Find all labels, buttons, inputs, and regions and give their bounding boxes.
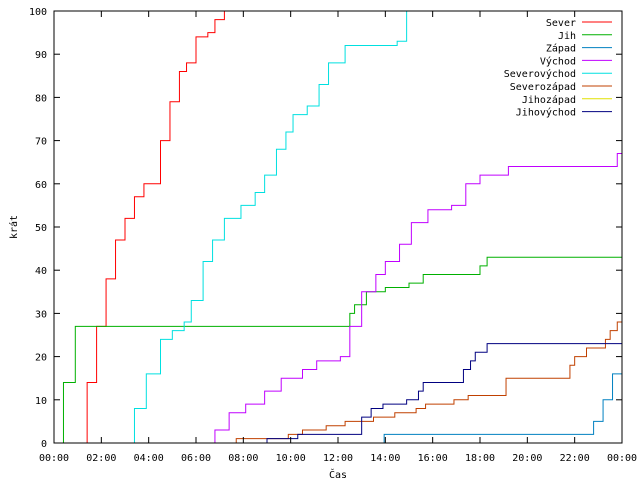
x-tick-label: 20:00: [512, 453, 542, 464]
y-axis-label: krát: [8, 215, 20, 239]
x-tick-label: 08:00: [228, 453, 258, 464]
x-tick-label: 12:00: [323, 453, 353, 464]
legend-label: Severovýchod: [504, 68, 576, 80]
legend-label: Sever: [546, 18, 576, 29]
ticks-layer: 0 10 20 30 40 50 60 70 80 90 100 00:00 02:00 04:00 06:…: [29, 7, 637, 464]
legend-label: Jihozápad: [522, 94, 576, 106]
series-layer: [54, 11, 623, 444]
y-tick-label: 30: [35, 309, 47, 320]
x-tick-label: 18:00: [465, 453, 495, 464]
x-tick-label: 06:00: [181, 453, 211, 464]
y-tick-label: 70: [35, 137, 47, 148]
x-tick-label: 14:00: [370, 453, 400, 464]
x-tick-label: 16:00: [418, 453, 448, 464]
series-line-7: [262, 343, 622, 444]
x-tick-label: 02:00: [86, 453, 116, 464]
series-line-4: [122, 11, 408, 444]
legend-label: Východ: [540, 55, 576, 67]
series-line-2: [382, 369, 623, 444]
x-tick-label: 10:00: [276, 453, 306, 464]
y-tick-label: 20: [35, 353, 47, 364]
legend: Sever JihZápadVýchodSeverovýchodSeverozáp…: [504, 18, 612, 119]
y-tick-label: 10: [35, 396, 47, 407]
legend-label: Severozápad: [510, 81, 576, 93]
x-tick-label: 04:00: [134, 453, 164, 464]
legend-label: Jih: [558, 31, 576, 42]
y-tick-label: 100: [29, 7, 47, 18]
x-axis-label: Čas: [329, 468, 347, 480]
series-line-0: [77, 11, 225, 444]
legend-label: Západ: [546, 43, 576, 55]
y-tick-label: 90: [35, 50, 47, 61]
y-tick-label: 0: [41, 439, 47, 450]
y-tick-label: 40: [35, 266, 47, 277]
series-line-3: [203, 149, 623, 444]
legend-label: Jihovýchod: [516, 107, 576, 119]
y-tick-label: 80: [35, 93, 47, 104]
y-tick-label: 50: [35, 223, 47, 234]
x-tick-label: 22:00: [560, 453, 590, 464]
x-tick-label: 00:00: [39, 453, 69, 464]
y-tick-label: 60: [35, 180, 47, 191]
x-tick-label: 00:00: [607, 453, 637, 464]
series-line-5: [233, 304, 623, 444]
